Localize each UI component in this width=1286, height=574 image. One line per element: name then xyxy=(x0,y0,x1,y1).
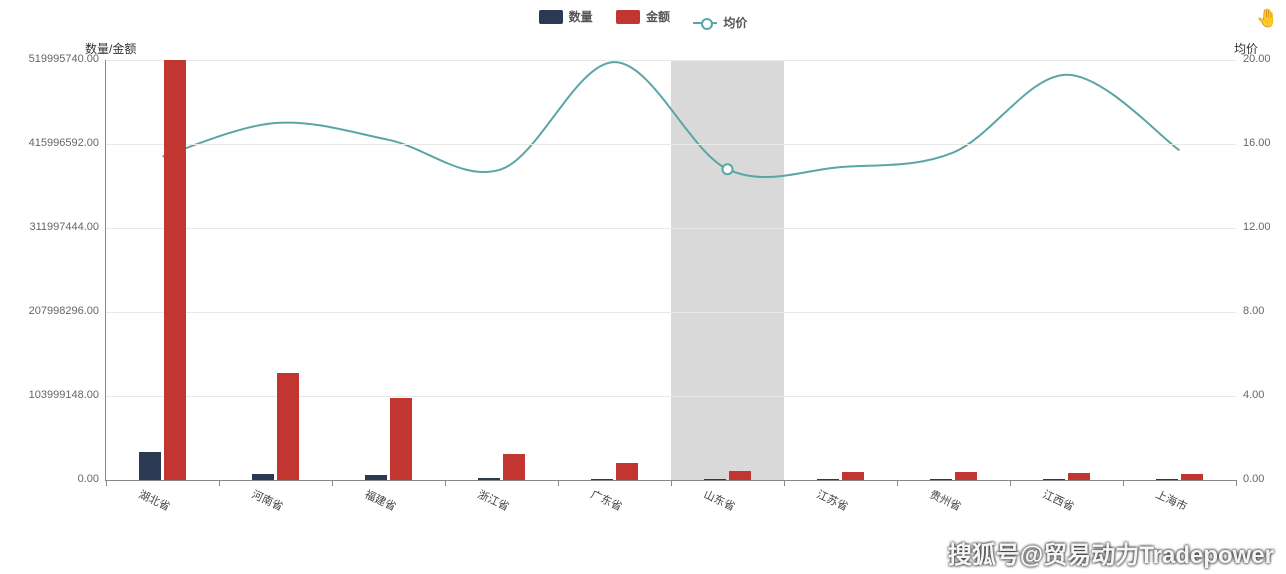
x-category-label: 河南省 xyxy=(249,486,286,514)
x-tick xyxy=(332,480,333,486)
bar-amount[interactable] xyxy=(164,60,187,480)
bar-quantity[interactable] xyxy=(478,478,501,480)
toolbox-icon[interactable]: ✋ xyxy=(1256,8,1278,29)
x-tick xyxy=(558,480,559,486)
x-tick xyxy=(1123,480,1124,486)
x-tick xyxy=(219,480,220,486)
x-category-label: 福建省 xyxy=(362,486,399,514)
bar-amount[interactable] xyxy=(1181,474,1204,480)
gridline xyxy=(106,60,1236,61)
x-category-label: 山东省 xyxy=(701,486,738,514)
legend-item-quantity[interactable]: 数量 xyxy=(539,8,593,25)
bar-quantity[interactable] xyxy=(1156,479,1179,480)
price-line-layer xyxy=(106,60,1236,480)
gridline xyxy=(106,144,1236,145)
x-tick xyxy=(784,480,785,486)
x-category-label: 广东省 xyxy=(588,486,625,514)
x-category-label: 浙江省 xyxy=(475,486,512,514)
bar-quantity[interactable] xyxy=(1043,479,1066,480)
x-category-label: 江西省 xyxy=(1040,486,1077,514)
x-tick xyxy=(1236,480,1237,486)
chart-container: 数量 金额 均价 数量/金额 均价 0.00103999148.00207998… xyxy=(0,0,1286,574)
y-right-tick-label: 0.00 xyxy=(1243,473,1286,485)
bar-quantity[interactable] xyxy=(704,479,727,480)
x-category-label: 上海市 xyxy=(1153,486,1190,514)
legend: 数量 金额 均价 xyxy=(0,8,1286,31)
x-tick xyxy=(445,480,446,486)
bar-quantity[interactable] xyxy=(930,479,953,480)
legend-item-price[interactable]: 均价 xyxy=(693,14,747,31)
bar-amount[interactable] xyxy=(503,454,526,480)
x-category-label: 江苏省 xyxy=(814,486,851,514)
x-tick xyxy=(1010,480,1011,486)
x-tick xyxy=(671,480,672,486)
bar-amount[interactable] xyxy=(729,471,752,480)
gridline xyxy=(106,312,1236,313)
bar-amount[interactable] xyxy=(842,472,865,480)
y-left-tick-label: 415996592.00 xyxy=(4,137,99,149)
bar-quantity[interactable] xyxy=(817,479,840,480)
bar-quantity[interactable] xyxy=(139,452,162,480)
y-left-tick-label: 311997444.00 xyxy=(4,221,99,233)
gridline xyxy=(106,228,1236,229)
x-tick xyxy=(897,480,898,486)
y-right-tick-label: 20.00 xyxy=(1243,53,1286,65)
bar-amount[interactable] xyxy=(390,398,413,480)
price-marker[interactable] xyxy=(723,164,733,174)
bar-amount[interactable] xyxy=(616,463,639,480)
bar-quantity[interactable] xyxy=(252,474,275,480)
y-right-tick-label: 4.00 xyxy=(1243,389,1286,401)
x-category-label: 湖北省 xyxy=(136,486,173,514)
price-line[interactable] xyxy=(163,62,1180,177)
y-right-tick-label: 16.00 xyxy=(1243,137,1286,149)
bar-quantity[interactable] xyxy=(365,475,388,480)
y-right-tick-label: 12.00 xyxy=(1243,221,1286,233)
legend-item-amount[interactable]: 金额 xyxy=(616,8,670,25)
y-left-tick-label: 207998296.00 xyxy=(4,305,99,317)
y-right-tick-label: 8.00 xyxy=(1243,305,1286,317)
gridline xyxy=(106,396,1236,397)
bar-amount[interactable] xyxy=(277,373,300,480)
x-tick xyxy=(106,480,107,486)
plot-area: 0.00103999148.00207998296.00311997444.00… xyxy=(105,60,1236,481)
bar-amount[interactable] xyxy=(1068,473,1091,480)
x-category-label: 贵州省 xyxy=(927,486,964,514)
bar-amount[interactable] xyxy=(955,472,978,480)
watermark: 搜狐号@贸易动力Tradepower xyxy=(948,535,1274,570)
y-left-tick-label: 103999148.00 xyxy=(4,389,99,401)
bar-quantity[interactable] xyxy=(591,479,614,480)
y-left-tick-label: 0.00 xyxy=(4,473,99,485)
y-left-tick-label: 519995740.00 xyxy=(4,53,99,65)
